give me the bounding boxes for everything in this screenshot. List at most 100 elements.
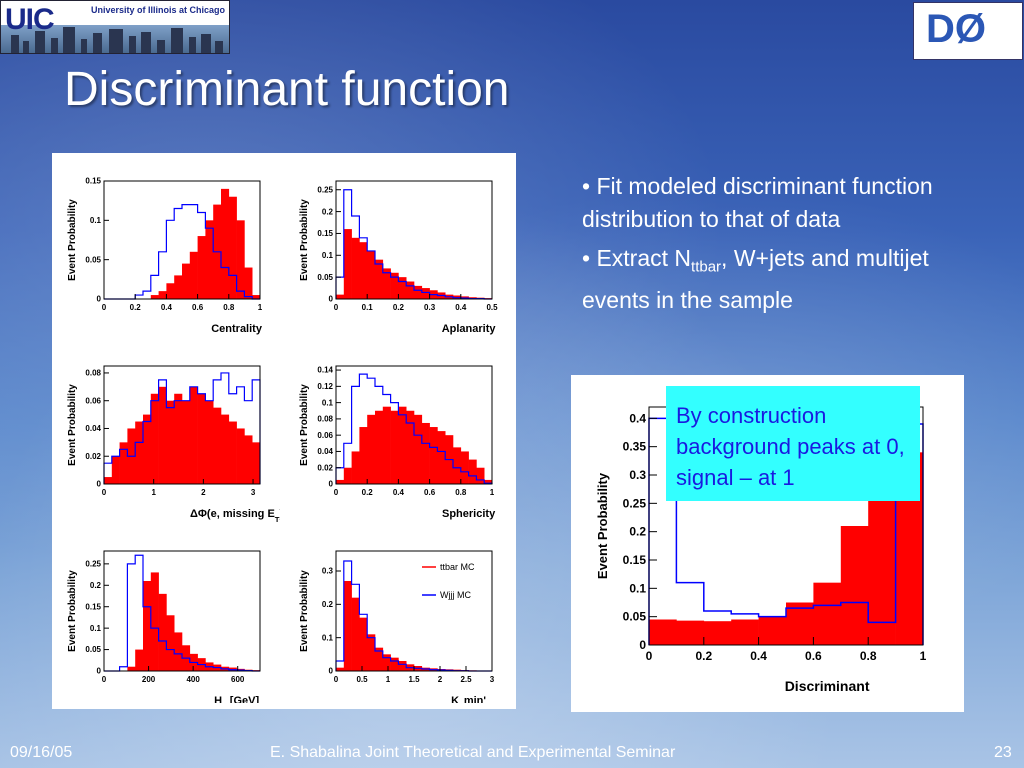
histogram-bar xyxy=(367,414,376,484)
x-tick-label: 0.6 xyxy=(424,488,436,497)
histogram-bar xyxy=(158,386,167,484)
histogram-bar xyxy=(244,267,253,299)
x-tick-label: 0.4 xyxy=(161,303,173,312)
histogram-bar xyxy=(414,285,423,299)
histogram-bar xyxy=(221,188,230,299)
footer-date: 09/16/05 xyxy=(10,744,73,761)
histogram-outline xyxy=(335,373,493,484)
histogram-bar xyxy=(143,581,152,671)
uic-logo: UIC University of Illinois at Chicago xyxy=(0,0,230,54)
histogram-bar xyxy=(398,277,407,299)
x-tick-label: 0.6 xyxy=(192,303,204,312)
histogram-bar xyxy=(174,393,183,484)
x-tick-label: 0.1 xyxy=(362,303,374,312)
histogram-bar xyxy=(236,428,245,484)
histogram-bar xyxy=(228,196,237,299)
histogram-bar xyxy=(359,427,368,484)
y-tick-label: 0.2 xyxy=(90,581,102,590)
y-tick-label: 0.25 xyxy=(317,185,333,194)
x-tick-label: 0.5 xyxy=(356,675,368,684)
histogram-bar xyxy=(468,459,477,484)
y-tick-label: 0.02 xyxy=(317,463,333,472)
y-tick-label: 0.4 xyxy=(629,411,646,425)
histogram-bar xyxy=(111,456,120,484)
x-tick-label: 1 xyxy=(490,488,495,497)
histogram-bar xyxy=(189,251,198,299)
y-tick-label: 0.2 xyxy=(322,207,334,216)
y-tick-label: 0 xyxy=(329,667,334,676)
histogram-outline xyxy=(104,554,260,672)
x-tick-label: 0 xyxy=(334,303,339,312)
histogram-bar xyxy=(336,294,345,299)
histogram-bar xyxy=(135,649,144,671)
x-tick-label: 0 xyxy=(102,675,107,684)
histogram-bar xyxy=(343,229,352,299)
x-tick-label: 1 xyxy=(258,303,263,312)
y-tick-label: 0.1 xyxy=(322,251,334,260)
x-tick-label: 0 xyxy=(646,649,653,663)
histogram-bar xyxy=(236,220,245,299)
x-tick-label: 2 xyxy=(438,675,443,684)
histogram-bar xyxy=(343,467,352,484)
y-tick-label: 0 xyxy=(329,480,334,489)
x-tick-label: 0 xyxy=(334,675,339,684)
y-tick-label: 0.2 xyxy=(322,600,334,609)
histogram-bar xyxy=(398,661,407,671)
histogram-bar xyxy=(166,400,175,484)
histogram-bar xyxy=(390,410,399,484)
histogram-bar xyxy=(174,632,183,671)
histogram-outline xyxy=(104,204,260,300)
plot-ktmin: 0 0.5 1 1.5 2 2.5 3 0 0.1 0.2 0.3 Event Probability… xyxy=(296,543,512,703)
y-tick-label: 0.04 xyxy=(85,424,101,433)
histogram-bar xyxy=(150,295,159,299)
x-axis-title: Sphericity xyxy=(442,508,496,520)
x-axis-title: HT [GeV] xyxy=(214,695,259,703)
histogram-bar xyxy=(460,451,469,484)
uic-logo-text: UIC xyxy=(5,3,55,36)
bullet-text: Fit modeled discriminant function distri… xyxy=(582,173,933,232)
histogram-bar xyxy=(221,414,230,484)
bullet-text-cont: , W+jets and multijet events in the samp… xyxy=(582,245,929,313)
bullet-list: • Fit modeled discriminant function dist… xyxy=(582,170,982,323)
x-axis-title: Aplanarity xyxy=(442,323,497,335)
histogram-bar xyxy=(476,467,485,484)
histogram-bar xyxy=(414,414,423,484)
histogram-bar xyxy=(351,451,360,484)
histogram-bar xyxy=(868,497,896,645)
x-tick-label: 0.5 xyxy=(486,303,498,312)
x-tick-label: 400 xyxy=(186,675,200,684)
x-tick-label: 1 xyxy=(151,488,156,497)
variables-plot-panel: 0 0.2 0.4 0.6 0.8 1 0 0.05 0.1 0.15 Event Probabil… xyxy=(52,153,516,709)
x-tick-label: 0.3 xyxy=(424,303,436,312)
y-tick-label: 0.15 xyxy=(85,602,101,611)
slide-title: Discriminant function xyxy=(64,63,510,116)
histogram-bar xyxy=(252,442,261,484)
histogram-bar xyxy=(336,667,345,671)
histogram-bar xyxy=(182,263,191,299)
histogram-bar xyxy=(813,582,842,645)
y-axis-title: Event Probability xyxy=(67,199,78,281)
histogram-bar xyxy=(197,236,206,299)
histogram-bar xyxy=(205,400,214,484)
uic-logo-subtitle: University of Illinois at Chicago xyxy=(91,5,226,15)
histogram-bar xyxy=(437,431,446,484)
histogram-bar xyxy=(421,288,430,299)
d0-logo-text: DØ xyxy=(926,7,986,51)
y-tick-label: 0.08 xyxy=(317,415,333,424)
x-tick-label: 2 xyxy=(201,488,206,497)
plot-frame xyxy=(103,365,261,485)
y-tick-label: 0.1 xyxy=(629,581,646,595)
bullet-item: • Extract Nttbar, W+jets and multijet ev… xyxy=(582,245,929,313)
footer-center: E. Shabalina Joint Theoretical and Exper… xyxy=(270,744,676,761)
y-tick-label: 0.1 xyxy=(322,398,334,407)
y-tick-label: 0.05 xyxy=(85,645,101,654)
plot-aplanarity: 0 0.1 0.2 0.3 0.4 0.5 0 0.05 0.1 0.15 0.2 0.25 Event… xyxy=(296,173,512,343)
histogram-bar xyxy=(135,421,144,484)
histogram-bar xyxy=(359,242,368,299)
x-axis-title: KTmin' xyxy=(451,695,486,703)
bullet-text: Extract N xyxy=(596,245,692,271)
plot-sphericity: 0 0.2 0.4 0.6 0.8 1 0 0.02 0.04 0.06 0.08 0.1 0.12 0.… xyxy=(296,358,512,528)
y-tick-label: 0.3 xyxy=(629,468,646,482)
x-tick-label: 0.4 xyxy=(455,303,467,312)
histogram-bar xyxy=(367,250,376,299)
